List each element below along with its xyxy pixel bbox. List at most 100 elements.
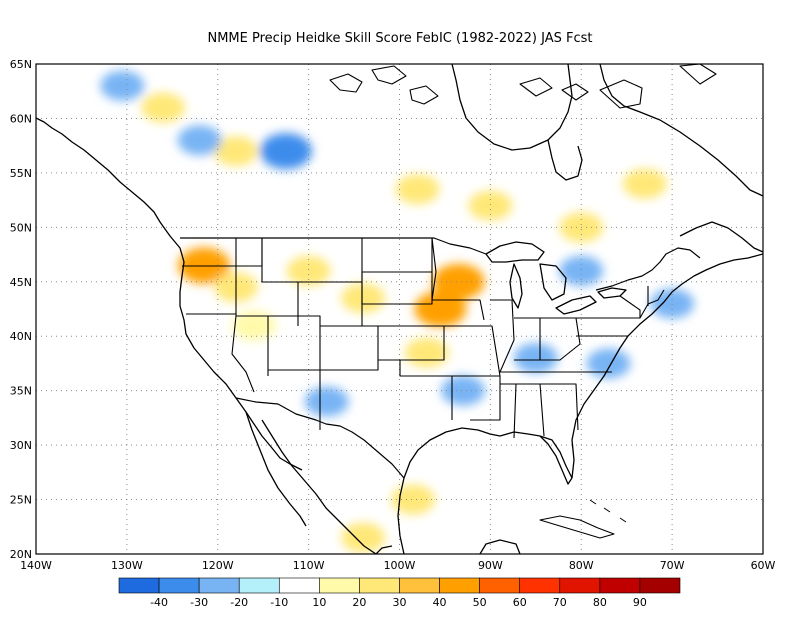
skill-region-12 (341, 522, 386, 553)
colorbar-label: -20 (230, 596, 248, 609)
skill-region-21 (586, 348, 631, 379)
skill-region-8 (468, 190, 513, 221)
skill-region-0 (178, 247, 231, 284)
colorbar-label: 80 (593, 596, 607, 609)
canada-us-border-east (595, 247, 701, 291)
lon-tick-label: 140W (20, 559, 52, 572)
lat-tick-label: 35N (10, 385, 32, 398)
bahamas-islands (589, 499, 627, 523)
lat-tick-label: 55N (10, 167, 32, 180)
yucatan-coast (479, 539, 521, 554)
colorbar-swatch (278, 577, 320, 594)
lake-erie (555, 295, 597, 315)
james-bay-coast (547, 139, 583, 181)
colorbar-swatch (439, 577, 480, 594)
skill-region-11 (391, 484, 436, 515)
lat-tick-label: 25N (10, 494, 32, 507)
skill-region-13 (213, 136, 258, 167)
map-frame (35, 63, 764, 555)
skill-region-4 (432, 263, 485, 300)
skill-region-10 (622, 168, 667, 199)
skill-region-5 (414, 291, 467, 327)
colorbar-swatch (359, 577, 400, 594)
skill-region-3 (341, 283, 386, 314)
lake-superior (485, 241, 545, 263)
skill-region-17 (177, 125, 222, 156)
canada-us-border (180, 237, 487, 255)
lon-tick-label: 120W (202, 559, 234, 572)
lon-tick-label: 60W (751, 559, 776, 572)
colorbar-label: -10 (270, 596, 288, 609)
skill-region-16 (259, 133, 312, 170)
colorbar-label: 70 (553, 596, 567, 609)
skill-region-19 (441, 375, 486, 406)
skill-region-22 (650, 288, 695, 319)
skill-region-18 (304, 386, 349, 417)
skill-region-14 (141, 92, 186, 123)
lon-tick-label: 100W (384, 559, 416, 572)
skill-region-2 (286, 255, 331, 286)
colorbar-label: 90 (633, 596, 647, 609)
lon-tick-label: 130W (111, 559, 143, 572)
lake-michigan (509, 263, 523, 309)
cuba-coast (539, 515, 615, 539)
skill-region-24 (100, 70, 145, 101)
colorbar-swatch (158, 577, 200, 594)
lat-tick-label: 30N (10, 439, 32, 452)
latitude-labels: 20N 25N 30N 35N 40N 45N 50N 55N 60N 65N (10, 58, 32, 561)
colorbar-label: 40 (433, 596, 447, 609)
colorbar-label: 60 (513, 596, 527, 609)
lat-tick-label: 45N (10, 276, 32, 289)
skill-region-23 (559, 255, 604, 286)
gulf-california-coast (261, 419, 377, 554)
us-mexico-border (235, 397, 405, 479)
florida-coast (539, 435, 573, 485)
colorbar-swatch (599, 577, 641, 594)
colorbar-swatch (559, 577, 601, 594)
lat-tick-label: 50N (10, 221, 32, 234)
colorbar-swatch (319, 577, 360, 594)
skill-shading (100, 70, 695, 553)
colorbar-swatch (198, 577, 240, 594)
lon-tick-label: 70W (660, 559, 685, 572)
lat-tick-label: 40N (10, 330, 32, 343)
colorbar-swatch (118, 577, 160, 594)
map-title: NMME Precip Heidke Skill Score FebIC (19… (207, 31, 592, 46)
colorbar-label: -30 (190, 596, 208, 609)
skill-region-7 (395, 174, 440, 205)
colorbar-swatch (479, 577, 521, 594)
colorbar-swatch (519, 577, 561, 594)
skill-region-6 (404, 337, 449, 368)
colorbar-swatch (238, 577, 280, 594)
lon-tick-label: 110W (293, 559, 325, 572)
colorbar-label: -40 (150, 596, 168, 609)
pacific-coastline (36, 117, 303, 471)
skill-region-20 (513, 343, 558, 373)
colorbar-label: 10 (312, 596, 326, 609)
colorbar-label: 30 (393, 596, 407, 609)
colorbar-label: 50 (473, 596, 487, 609)
lon-tick-label: 90W (478, 559, 503, 572)
baja-coastline (245, 411, 307, 527)
gridlines (36, 64, 763, 554)
mexico-pacific-coast (375, 545, 393, 554)
colorbar-swatch (399, 577, 440, 594)
colorbar-label: 20 (352, 596, 366, 609)
labrador-coast (599, 64, 763, 197)
colorbar: -40 -30 -20 -10 10 20 30 40 50 60 70 80 90 (118, 577, 681, 609)
longitude-labels: 140W 130W 120W 110W 100W 90W 80W 70W 60W (20, 559, 775, 572)
hudson-bay-coast (451, 64, 573, 151)
skill-region-15 (232, 310, 277, 341)
lake-huron (539, 263, 567, 301)
lat-tick-label: 65N (10, 58, 32, 71)
gulf-st-lawrence-coast (679, 221, 763, 253)
lake-ontario (597, 287, 627, 299)
lat-tick-label: 60N (10, 112, 32, 125)
coastlines-and-borders (36, 64, 763, 554)
atlantic-coastline (571, 253, 763, 479)
arctic-islands (329, 64, 717, 109)
colorbar-swatch (639, 577, 681, 594)
gulf-mexico-coast (397, 427, 573, 554)
lat-tick-label: 20N (10, 548, 32, 561)
